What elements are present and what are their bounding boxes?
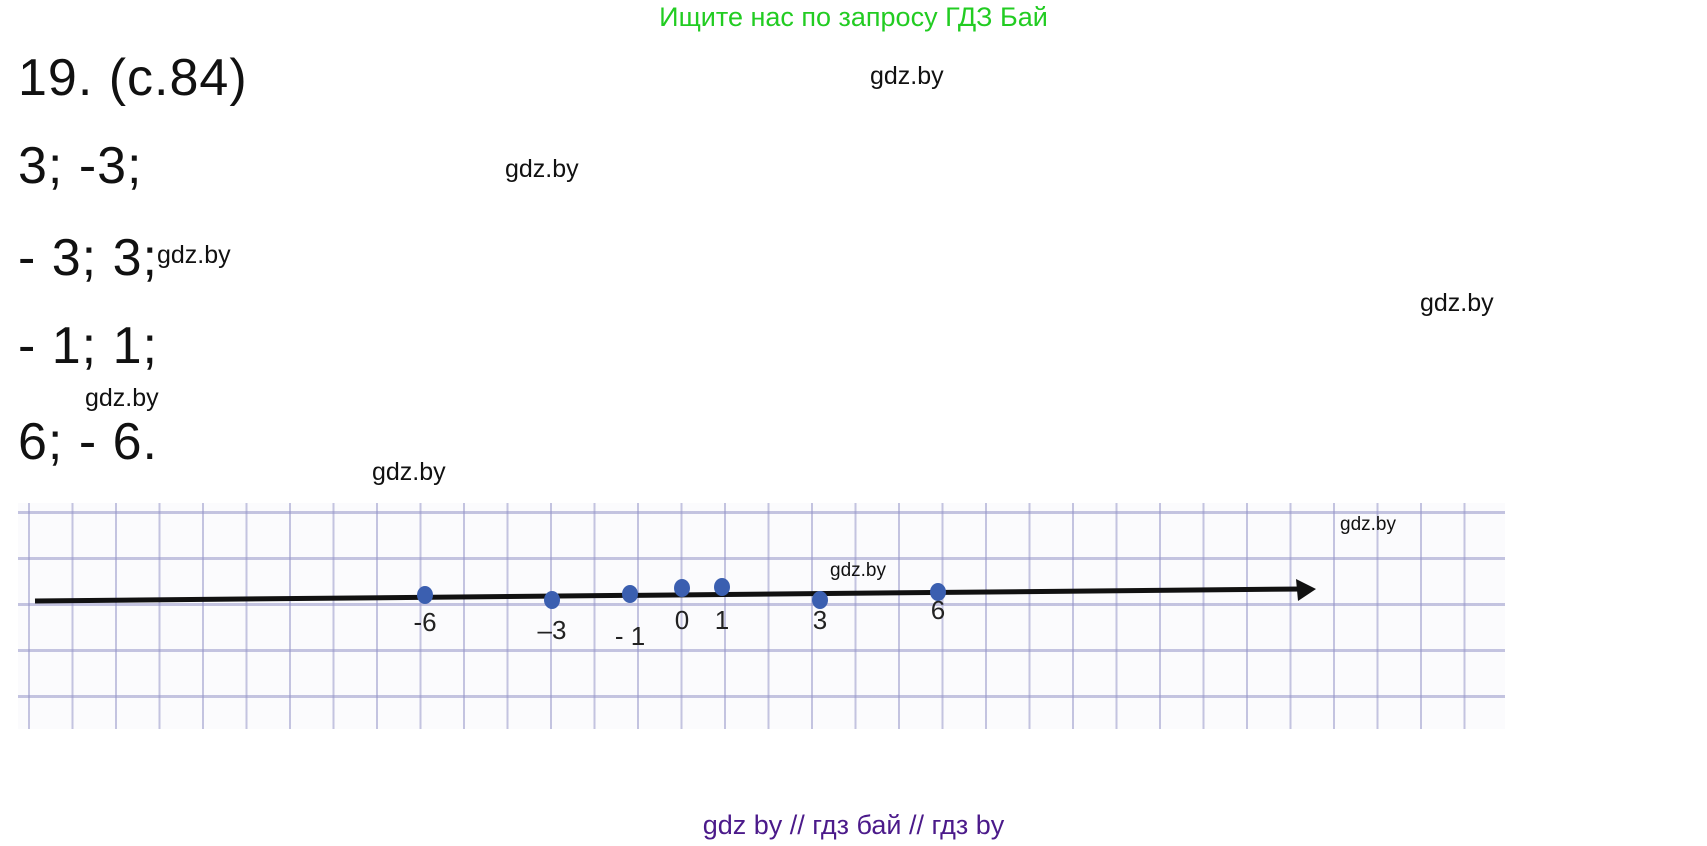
- axis-arrow: [1296, 579, 1316, 601]
- watermark: gdz.by: [1420, 289, 1494, 317]
- point-marker: [812, 591, 828, 609]
- point-marker: [674, 579, 690, 597]
- axis-line: [34, 586, 1304, 604]
- answer-line-4: 6; - 6.: [18, 413, 158, 471]
- answer-line-1: 3; -3;: [18, 137, 143, 195]
- watermark: gdz.by: [85, 384, 159, 412]
- watermark: gdz.by: [157, 241, 231, 269]
- watermark: gdz.by: [505, 155, 579, 183]
- exercise-title: 19. (с.84): [18, 49, 248, 107]
- point-label: -6: [413, 607, 436, 637]
- point-label: 1: [715, 605, 729, 635]
- watermark: gdz.by: [870, 62, 944, 90]
- watermark: gdz.by: [372, 458, 446, 486]
- watermark: gdz.by: [1340, 514, 1396, 535]
- point-marker: [930, 583, 946, 601]
- point-label: 3: [813, 605, 827, 635]
- footer-links: gdz by // гдз бай // гдз by: [702, 810, 1005, 840]
- point-label: - 1: [615, 621, 645, 651]
- answer-line-2: - 3; 3;: [18, 229, 158, 287]
- number-line: -6 –3 - 1 0 1 3 6: [34, 578, 1316, 651]
- point-marker: [544, 591, 560, 609]
- point-label: –3: [538, 615, 567, 645]
- point-marker: [622, 585, 638, 603]
- point-label: 0: [675, 605, 689, 635]
- watermark: gdz.by: [830, 560, 886, 581]
- point-marker: [417, 586, 433, 604]
- search-banner: Ищите нас по запросу ГДЗ Бай: [659, 2, 1048, 32]
- point-label: 6: [931, 595, 945, 625]
- answer-line-3: - 1; 1;: [18, 317, 158, 375]
- point-marker: [714, 578, 730, 596]
